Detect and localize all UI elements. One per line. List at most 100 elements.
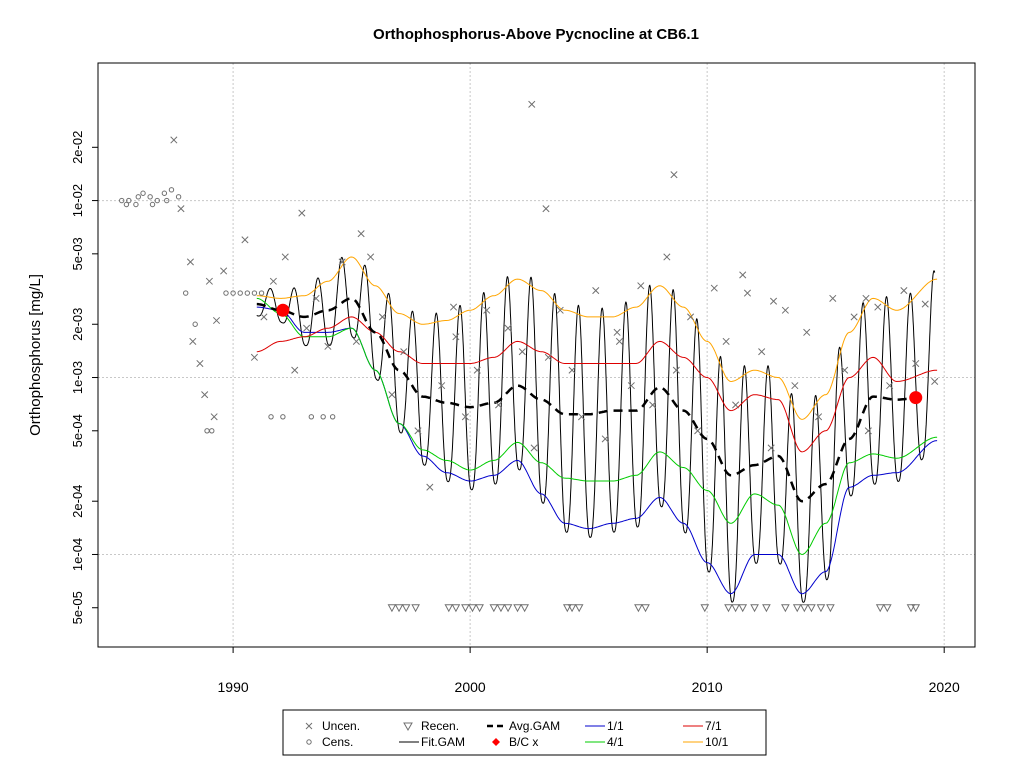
uncen-point (862, 294, 870, 302)
legend-label: Avg.GAM (509, 719, 560, 733)
y-tick-label: 5e-04 (70, 414, 85, 447)
x-axis: 1990 2000 2010 2020 (218, 647, 960, 695)
legend-x-icon (305, 722, 313, 730)
series-1-1-line (256, 306, 938, 595)
uncen-point (769, 297, 778, 305)
uncen-point (815, 413, 823, 421)
legend-label: B/C x (509, 735, 538, 749)
uncen-point (196, 359, 204, 368)
uncen-point (201, 391, 209, 399)
recen-point (911, 604, 921, 613)
uncen-point (556, 306, 564, 314)
cens-point (268, 414, 274, 420)
recen-point (762, 604, 771, 613)
recen-point (387, 604, 397, 613)
avg-gam-layer (256, 297, 928, 503)
legend-label: Recen. (421, 719, 459, 733)
uncen-point (250, 353, 258, 361)
uncen-point (912, 359, 920, 368)
uncen-point (210, 413, 218, 421)
uncen-point (352, 337, 360, 345)
uncen-point (670, 171, 678, 179)
recen-point (826, 604, 835, 613)
y-tick-label: 5e-05 (70, 591, 85, 624)
y-tick-label: 1e-02 (70, 184, 85, 217)
recen-point (444, 604, 454, 613)
cens-point (223, 290, 229, 296)
y-tick-label: 5e-03 (70, 237, 85, 270)
uncen-point (189, 337, 197, 345)
recen-point (401, 604, 411, 613)
uncen-point (710, 284, 718, 292)
cens-point (237, 290, 243, 296)
bc-point (909, 391, 923, 405)
uncen-point (542, 205, 550, 213)
uncen-point (900, 287, 908, 295)
uncen-point (829, 294, 837, 302)
uncen-point (338, 258, 346, 266)
recen-point (738, 604, 748, 613)
legend-box (282, 709, 767, 756)
recen-point (634, 604, 643, 613)
recen-point (800, 604, 809, 613)
uncen-point (220, 267, 228, 275)
cens-point (320, 414, 326, 420)
recen-point (468, 604, 477, 613)
recen-point (461, 604, 470, 613)
uncen-point (568, 366, 576, 374)
cens-point (126, 197, 132, 204)
uncen-point (414, 427, 422, 435)
cens-point (154, 197, 160, 204)
uncen-point (687, 313, 695, 321)
cens-point (161, 190, 168, 196)
data-points (119, 100, 939, 613)
uncen-point (212, 316, 221, 325)
cens-point (135, 194, 141, 200)
uncen-point (791, 382, 799, 390)
cens-point (209, 428, 215, 434)
cens-point (147, 194, 153, 200)
uncen-point (530, 444, 538, 452)
y-tick-label: 2e-04 (70, 485, 85, 518)
fit-gam-line (256, 256, 936, 603)
bc-point (276, 303, 290, 317)
uncen-point (694, 427, 702, 435)
cens-point (258, 290, 265, 296)
series-7-1-line (256, 316, 938, 453)
legend-label: 4/1 (607, 735, 624, 749)
y-tick-label: 1e-04 (70, 538, 85, 571)
uncen-point (649, 401, 657, 409)
uncen-point (577, 413, 586, 421)
recen-point (906, 604, 916, 613)
uncen-point (601, 435, 609, 443)
uncen-point (874, 303, 882, 311)
recen-point (496, 604, 506, 613)
recen-point (750, 604, 759, 613)
uncen-point (637, 282, 645, 290)
uncen-point (449, 303, 458, 311)
legend-circle-icon (306, 739, 312, 745)
uncen-point (544, 353, 552, 361)
uncen-point (473, 366, 481, 374)
uncen-point (241, 236, 249, 244)
legend-label: 1/1 (607, 719, 624, 733)
cens-point (123, 201, 130, 208)
cens-point (244, 290, 251, 296)
recen-point (520, 604, 529, 613)
x-tick-label: 2000 (455, 679, 486, 695)
legend-triangle-icon (403, 722, 413, 732)
cens-point (168, 187, 175, 193)
cens-point (119, 197, 125, 204)
uncen-point (672, 366, 680, 374)
legend-label: Uncen. (322, 719, 360, 733)
uncen-point (324, 342, 332, 350)
recen-point (781, 604, 790, 613)
cens-point (149, 201, 156, 208)
legend-label: 10/1 (705, 735, 729, 749)
uncen-point (758, 348, 766, 356)
recen-point (574, 604, 584, 613)
uncen-point (931, 377, 939, 386)
legend-label: 7/1 (705, 719, 722, 733)
legend-label: Cens. (322, 735, 353, 749)
fit-gam-layer (256, 256, 936, 603)
